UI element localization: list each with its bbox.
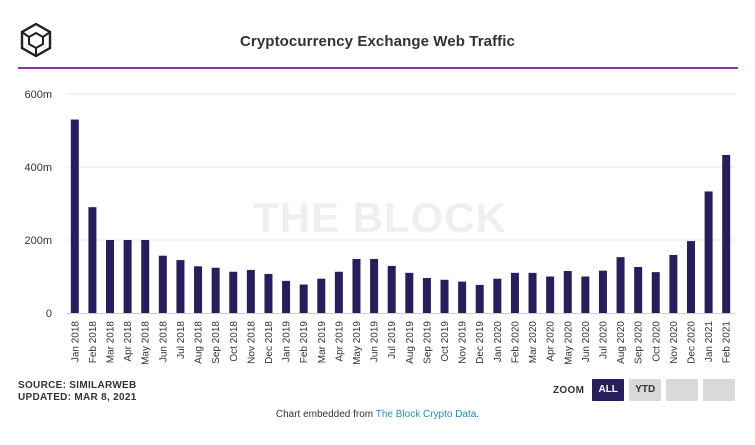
x-tick-label: Mar 2019 xyxy=(317,321,328,364)
x-tick-label: Aug 2020 xyxy=(616,321,627,364)
x-tick-label: Nov 2020 xyxy=(669,321,680,364)
bar xyxy=(405,272,414,313)
bar xyxy=(440,279,449,313)
bar xyxy=(70,119,79,313)
bar xyxy=(598,270,607,313)
bar xyxy=(141,240,150,313)
bar xyxy=(422,277,431,313)
bar xyxy=(475,284,484,313)
x-tick-label: Feb 2021 xyxy=(722,321,733,364)
x-tick-label: Dec 2020 xyxy=(686,321,697,364)
x-tick-label: Oct 2019 xyxy=(440,321,451,362)
x-tick-label: Apr 2020 xyxy=(546,321,557,362)
zoom-option-4-button[interactable] xyxy=(703,379,736,401)
bar xyxy=(370,258,379,313)
bar xyxy=(651,272,660,313)
bar xyxy=(299,284,308,313)
x-tick-label: Jun 2019 xyxy=(370,321,381,363)
bar xyxy=(88,207,97,313)
bar xyxy=(211,267,220,313)
bar xyxy=(546,276,555,313)
the-block-logo-icon xyxy=(20,22,52,58)
x-tick-label: Mar 2018 xyxy=(106,321,117,364)
bar xyxy=(458,281,467,313)
bar xyxy=(722,154,731,313)
updated-text: UPDATED: MAR 8, 2021 xyxy=(18,392,137,403)
x-tick-label: Jun 2018 xyxy=(158,321,169,363)
bar xyxy=(669,254,678,313)
y-tick-label: 400m xyxy=(24,162,52,174)
x-tick-label: Feb 2019 xyxy=(299,321,310,364)
bar xyxy=(176,260,185,313)
source-text: SOURCE: SIMILARWEB xyxy=(18,380,137,391)
x-tick-label: Aug 2018 xyxy=(194,321,205,364)
bar xyxy=(352,258,361,313)
x-tick-label: Feb 2018 xyxy=(88,321,99,364)
bar xyxy=(616,257,625,313)
x-tick-label: Jul 2019 xyxy=(387,321,398,359)
zoom-all-button[interactable]: ALL xyxy=(592,379,625,401)
bar xyxy=(106,240,115,313)
bar xyxy=(528,272,537,313)
x-tick-label: Apr 2018 xyxy=(123,321,134,362)
bar xyxy=(246,269,255,313)
embed-credit: Chart embedded from The Block Crypto Dat… xyxy=(0,409,755,420)
zoom-controls: ZOOM ALL YTD xyxy=(553,379,740,401)
bar xyxy=(704,191,713,313)
x-tick-label: Oct 2020 xyxy=(651,321,662,362)
title-divider xyxy=(18,67,738,69)
chart-footer-info: SOURCE: SIMILARWEB UPDATED: MAR 8, 2021 xyxy=(18,380,137,404)
x-tick-label: Jan 2020 xyxy=(493,321,504,363)
bar xyxy=(317,278,326,313)
bar xyxy=(158,255,167,313)
bar xyxy=(229,271,238,313)
bar-chart: 0 200m 400m 600m THE BLOCK Jan 2018 Feb 2018 Ma… xyxy=(24,89,735,365)
x-tick-label: Feb 2020 xyxy=(510,321,521,364)
bar xyxy=(334,271,343,313)
bar xyxy=(510,272,519,313)
bar xyxy=(123,240,132,313)
bar xyxy=(282,280,291,313)
y-tick-label: 600m xyxy=(24,89,52,101)
zoom-label: ZOOM xyxy=(553,384,585,396)
chart-title: Cryptocurrency Exchange Web Traffic xyxy=(240,33,515,50)
x-tick-label: Oct 2018 xyxy=(229,321,240,362)
bar xyxy=(387,265,396,313)
x-tick-label: May 2020 xyxy=(563,321,574,365)
x-tick-label: Jul 2020 xyxy=(598,321,609,359)
x-tick-label: Aug 2019 xyxy=(405,321,416,364)
x-tick-label: Apr 2019 xyxy=(334,321,345,362)
x-tick-label: May 2019 xyxy=(352,321,363,365)
bar xyxy=(581,276,590,313)
bar xyxy=(563,271,572,313)
embed-link[interactable]: The Block Crypto Data xyxy=(375,409,477,420)
x-tick-label: Nov 2018 xyxy=(246,321,257,364)
bar xyxy=(194,266,203,313)
y-tick-label: 0 xyxy=(46,308,52,320)
x-tick-label: Sep 2020 xyxy=(634,321,645,364)
x-tick-label: Jun 2020 xyxy=(581,321,592,363)
x-tick-label: Mar 2020 xyxy=(528,321,539,364)
x-tick-label: Dec 2019 xyxy=(475,321,486,364)
x-tick-label: Nov 2019 xyxy=(458,321,469,364)
embed-suffix: . xyxy=(476,409,480,420)
x-tick-label: Jan 2018 xyxy=(70,321,81,363)
x-tick-label: Jan 2021 xyxy=(704,321,715,363)
x-tick-label: Jan 2019 xyxy=(282,321,293,363)
bar xyxy=(493,278,502,313)
x-tick-label: Sep 2018 xyxy=(211,321,222,364)
x-tick-label: Sep 2019 xyxy=(422,321,433,364)
y-tick-label: 200m xyxy=(24,235,52,247)
watermark: THE BLOCK xyxy=(253,194,507,241)
zoom-ytd-button[interactable]: YTD xyxy=(629,379,662,401)
bar xyxy=(686,241,695,313)
x-tick-label: May 2018 xyxy=(141,321,152,365)
embed-prefix: Chart embedded from xyxy=(275,409,376,420)
bar xyxy=(634,267,643,313)
x-tick-label: Jul 2018 xyxy=(176,321,187,359)
x-tick-label: Dec 2018 xyxy=(264,321,275,364)
bar xyxy=(264,273,273,313)
zoom-option-3-button[interactable] xyxy=(666,379,699,401)
